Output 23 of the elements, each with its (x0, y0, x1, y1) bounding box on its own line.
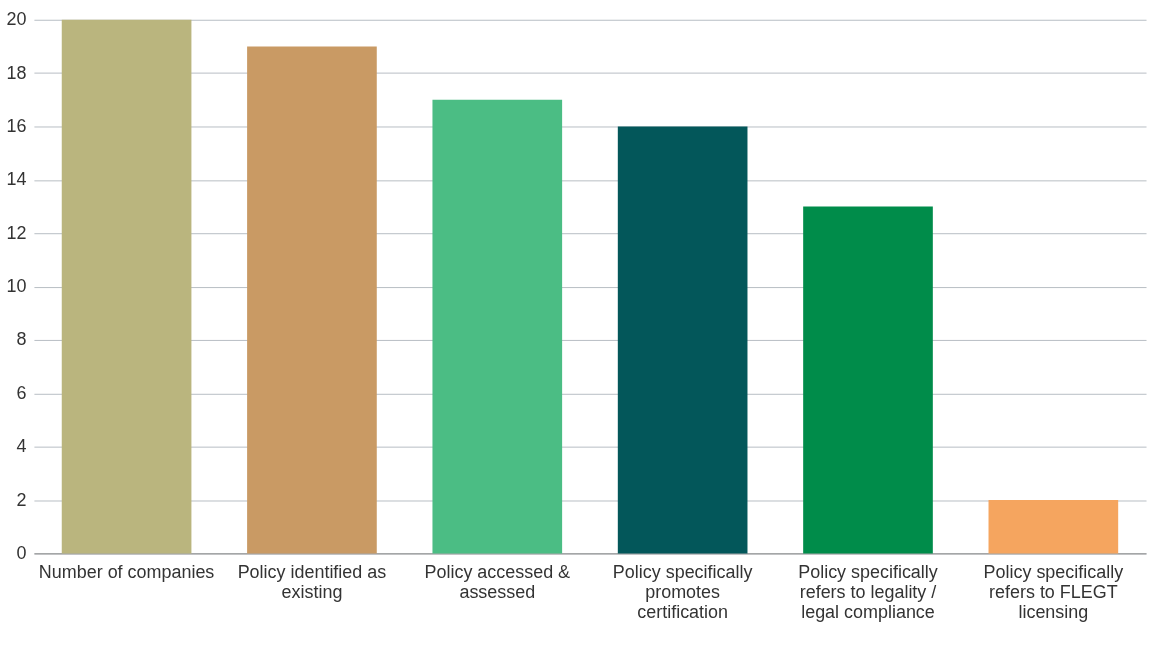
y-tick-label: 10 (6, 276, 27, 297)
y-tick-label: 14 (6, 169, 27, 190)
x-tick-label: Policy identified as existing (237, 561, 387, 602)
y-tick-label: 18 (6, 62, 27, 83)
y-tick-label: 4 (16, 436, 27, 457)
x-tick-label: Policy specifically refers to legality / legal compliance (798, 561, 938, 622)
y-tick-label: 2 (16, 489, 27, 510)
y-tick-label: 20 (6, 9, 27, 30)
x-tick-label: Policy accessed & assessed (424, 561, 571, 602)
x-tick-label: Policy specifically refers to FLEGT licensing (983, 561, 1124, 622)
y-tick-label: 8 (16, 329, 27, 350)
bar (247, 46, 377, 554)
x-tick-label: Policy specifically promotes certification (612, 561, 753, 622)
bar (617, 126, 748, 554)
bar (432, 99, 563, 554)
x-tick-label: Number of companies (38, 561, 215, 582)
bar (988, 500, 1119, 554)
y-tick-label: 12 (6, 222, 27, 243)
y-tick-label: 0 (16, 542, 27, 563)
y-tick-label: 6 (16, 382, 27, 403)
y-tick-label: 16 (6, 115, 27, 136)
bar (61, 19, 192, 554)
bar (803, 206, 933, 554)
